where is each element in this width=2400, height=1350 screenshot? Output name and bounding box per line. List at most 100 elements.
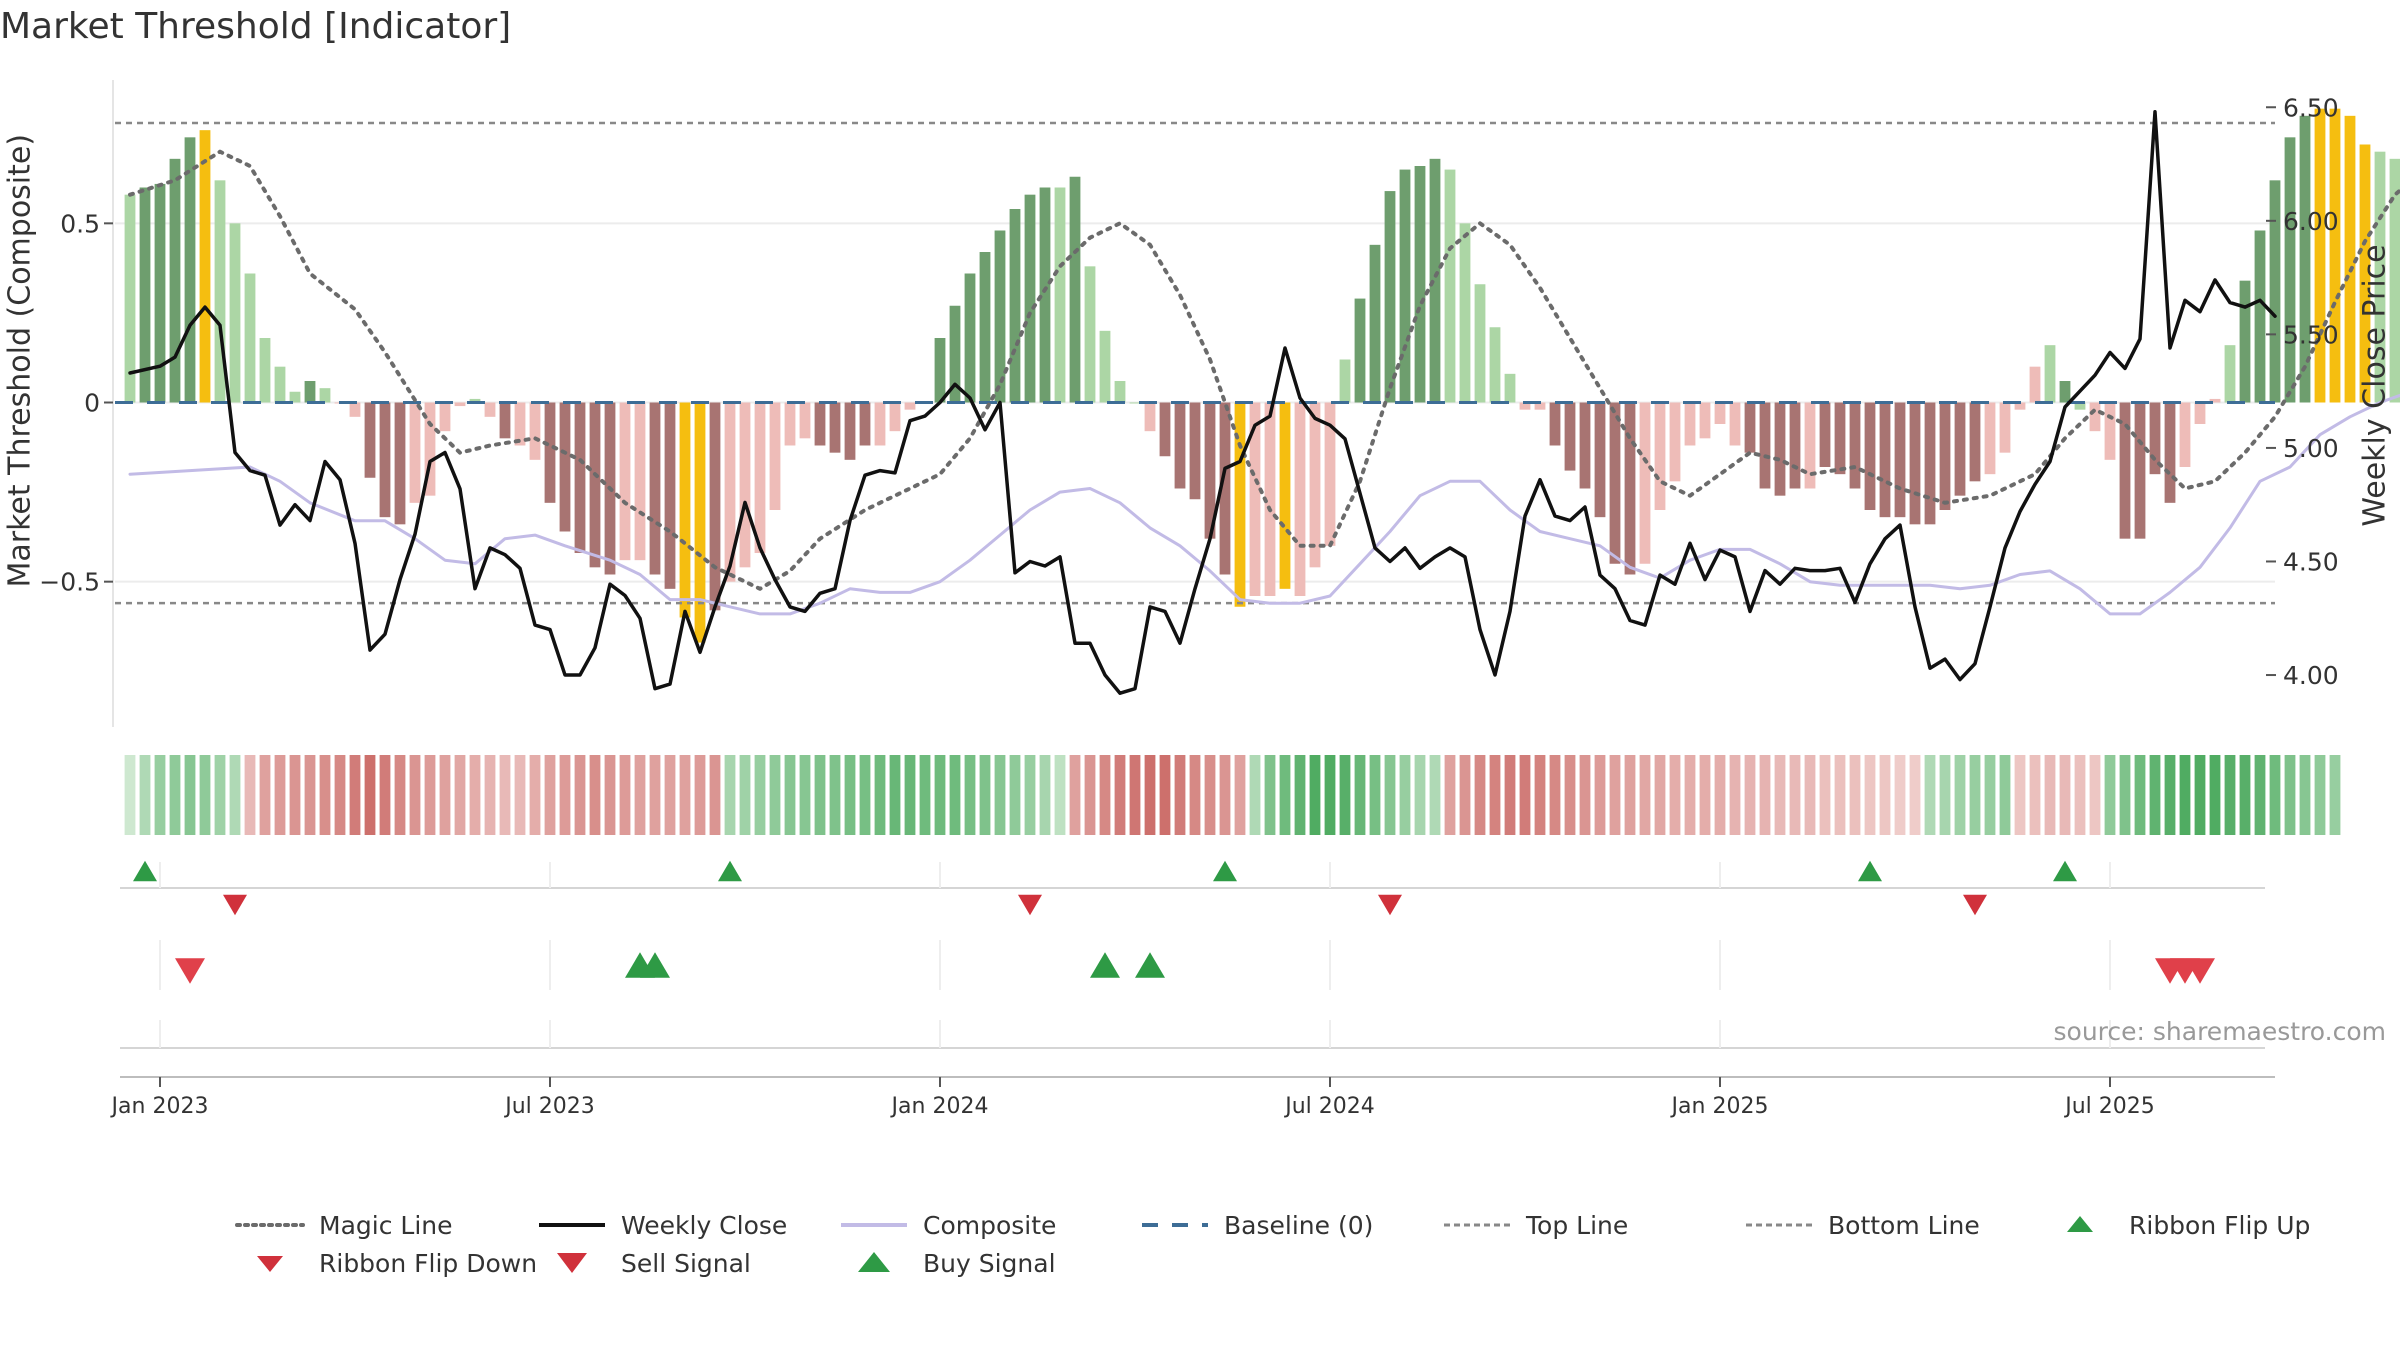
ribbon-cell-99 <box>1609 755 1621 835</box>
composite-bar-135 <box>2149 402 2161 475</box>
ribbon-cell-59 <box>1009 755 1021 835</box>
x-tick-label-1: Jul 2023 <box>503 1094 595 1119</box>
ribbon-cell-127 <box>2029 755 2041 835</box>
ribbon-cell-38 <box>694 755 706 835</box>
ribbon-cell-136 <box>2164 755 2176 835</box>
composite-bar-37 <box>679 402 691 618</box>
ribbon-cell-140 <box>2224 755 2236 835</box>
ribbon-cell-76 <box>1264 755 1276 835</box>
ribbon-cell-56 <box>964 755 976 835</box>
composite-bar-57 <box>979 252 991 403</box>
ribbon-cell-85 <box>1399 755 1411 835</box>
composite-bar-103 <box>1669 402 1681 482</box>
composite-bar-74 <box>1234 402 1246 607</box>
composite-bar-19 <box>409 402 421 503</box>
ribbon-cell-122 <box>1954 755 1966 835</box>
ribbon-cell-133 <box>2119 755 2131 835</box>
ribbon-cell-108 <box>1744 755 1756 835</box>
ribbon-cell-75 <box>1249 755 1261 835</box>
ribbon-cell-139 <box>2209 755 2221 835</box>
ribbon-cell-146 <box>2314 755 2326 835</box>
composite-bar-56 <box>964 273 976 403</box>
buy-signal-marker-2 <box>1090 952 1120 978</box>
ribbon-cell-31 <box>589 755 601 835</box>
composite-bar-55 <box>949 305 961 403</box>
ribbon-cell-28 <box>544 755 556 835</box>
composite-bar-66 <box>1114 381 1126 403</box>
ribbon-cell-57 <box>979 755 991 835</box>
ribbon-cell-44 <box>784 755 796 835</box>
ribbon-cell-24 <box>484 755 496 835</box>
composite-bar-15 <box>349 402 361 417</box>
ribbon-cell-48 <box>844 755 856 835</box>
composite-bar-1 <box>139 187 151 403</box>
composite-bar-42 <box>754 402 766 553</box>
ribbon-cell-52 <box>904 755 916 835</box>
ribbon-cell-10 <box>274 755 286 835</box>
composite-bar-122 <box>1954 402 1966 496</box>
composite-bar-38 <box>694 402 706 643</box>
composite-bar-93 <box>1519 402 1531 410</box>
ribbon-cell-135 <box>2149 755 2161 835</box>
ribbon-cell-11 <box>289 755 301 835</box>
composite-bar-2 <box>154 183 166 403</box>
composite-bar-133 <box>2119 402 2131 539</box>
composite-bar-98 <box>1594 402 1606 518</box>
ribbon-cell-106 <box>1714 755 1726 835</box>
composite-bar-7 <box>229 223 241 403</box>
ribbon-cell-119 <box>1909 755 1921 835</box>
composite-bar-104 <box>1684 402 1696 446</box>
composite-bar-69 <box>1159 402 1171 457</box>
buy-signal-marker-1 <box>640 952 670 978</box>
composite-bar-127 <box>2029 366 2041 403</box>
composite-bar-91 <box>1489 327 1501 403</box>
composite-bar-11 <box>289 391 301 403</box>
composite-bar-139 <box>2209 398 2221 403</box>
buy-signal-marker-3 <box>1135 952 1165 978</box>
composite-bar-26 <box>514 402 526 446</box>
composite-bar-123 <box>1969 402 1981 482</box>
ribbon-flip-up-marker-4 <box>2053 860 2077 882</box>
ribbon-cell-33 <box>619 755 631 835</box>
ribbon-cell-64 <box>1084 755 1096 835</box>
ribbon-cell-60 <box>1024 755 1036 835</box>
ribbon-cell-84 <box>1384 755 1396 835</box>
composite-bar-87 <box>1429 158 1441 403</box>
composite-bar-81 <box>1339 359 1351 403</box>
ribbon-cell-53 <box>919 755 931 835</box>
ribbon-cell-121 <box>1939 755 1951 835</box>
composite-bar-124 <box>1984 402 1996 475</box>
ribbon-cell-36 <box>664 755 676 835</box>
weekly-close-line <box>128 110 2277 695</box>
ribbon-cell-46 <box>814 755 826 835</box>
composite-bar-136 <box>2164 402 2176 503</box>
composite-bar-48 <box>844 402 856 460</box>
ribbon-cell-128 <box>2044 755 2056 835</box>
source-credit: source: sharemaestro.com <box>2053 1017 2387 1046</box>
composite-bar-6 <box>214 180 226 403</box>
composite-bar-75 <box>1249 402 1261 596</box>
ribbon-cell-145 <box>2299 755 2311 835</box>
composite-bar-51 <box>889 402 901 432</box>
ribbon-cell-51 <box>889 755 901 835</box>
composite-bar-99 <box>1609 402 1621 564</box>
composite-bar-62 <box>1054 187 1066 403</box>
ribbon-cell-144 <box>2284 755 2296 835</box>
composite-bar-115 <box>1849 402 1861 489</box>
composite-bar-64 <box>1084 266 1096 403</box>
ribbon-flip-down-marker-3 <box>1963 894 1987 916</box>
ribbon-cell-94 <box>1534 755 1546 835</box>
x-tick-label-2: Jan 2024 <box>890 1094 989 1119</box>
ribbon-cell-55 <box>949 755 961 835</box>
composite-bar-28 <box>544 402 556 503</box>
ribbon-cell-143 <box>2269 755 2281 835</box>
composite-bar-24 <box>484 402 496 417</box>
composite-bar-151 <box>2389 158 2400 403</box>
signal-strips <box>120 860 2275 1078</box>
ribbon-cell-134 <box>2134 755 2146 835</box>
ribbon-flip-down-marker-0 <box>223 894 247 916</box>
ribbon-cell-63 <box>1069 755 1081 835</box>
ribbon-cell-65 <box>1099 755 1111 835</box>
ribbon-cell-49 <box>859 755 871 835</box>
